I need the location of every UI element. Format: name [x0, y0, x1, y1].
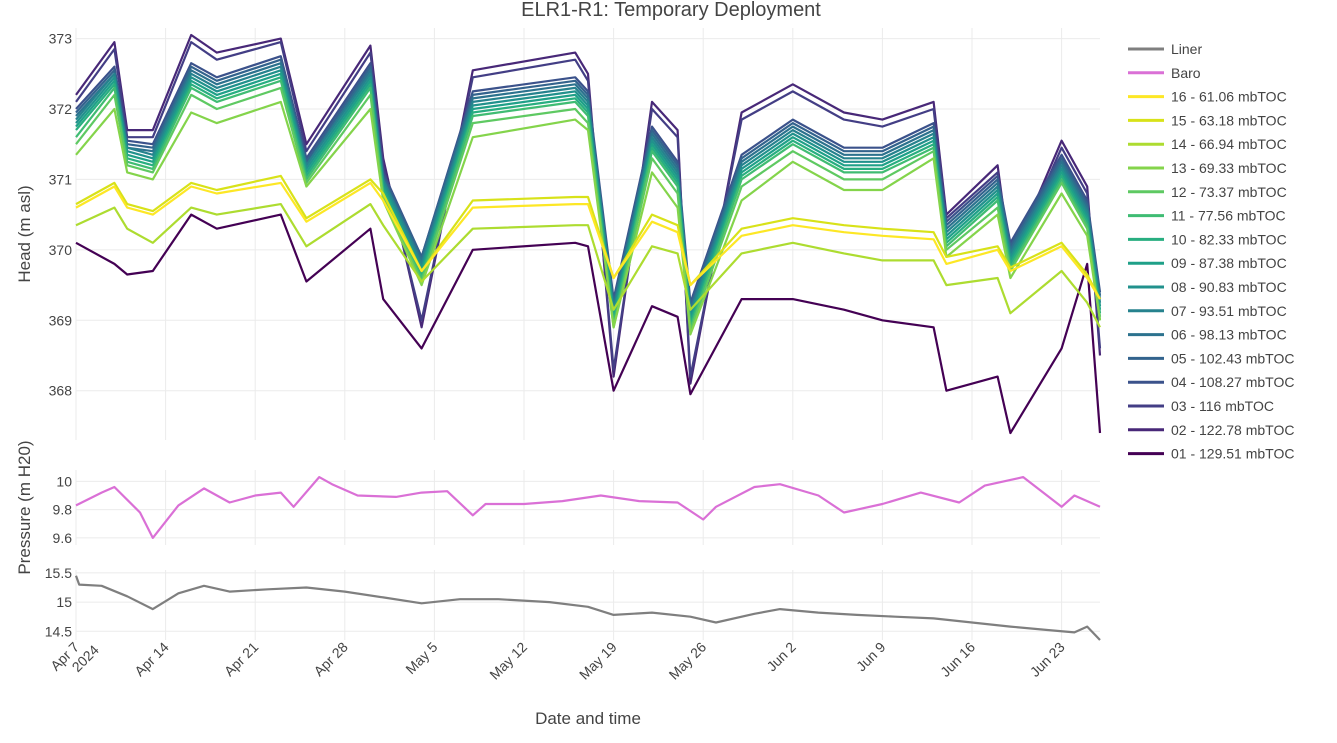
legend-item[interactable]: 11 - 77.56 mbTOC [1128, 208, 1286, 224]
y-tick-label: 373 [49, 31, 73, 47]
x-tick-label: Jun 2 [763, 639, 799, 675]
legend-label: 07 - 93.51 mbTOC [1171, 303, 1287, 319]
x-tick-label-group: May 5 [402, 639, 440, 677]
y-tick-label: 14.5 [45, 623, 72, 639]
legend-label: Liner [1171, 41, 1202, 57]
series-line-01 [75, 213, 1102, 435]
legend-label: 09 - 87.38 mbTOC [1171, 255, 1287, 271]
legend-label: 03 - 116 mbTOC [1171, 398, 1274, 414]
legend-label: 05 - 102.43 mbTOC [1171, 350, 1294, 366]
legend-label: 11 - 77.56 mbTOC [1171, 208, 1286, 224]
x-tick-label: May 12 [486, 639, 530, 683]
series-line-16 [75, 181, 1101, 300]
series-line-14 [75, 203, 1101, 328]
legend-item[interactable]: 07 - 93.51 mbTOC [1128, 303, 1287, 319]
y-tick-label: 372 [49, 101, 73, 117]
legend-item[interactable]: Baro [1128, 65, 1201, 81]
legend-item[interactable]: 03 - 116 mbTOC [1128, 398, 1274, 414]
y-tick-label: 10 [56, 473, 72, 489]
legend-item[interactable]: 16 - 61.06 mbTOC [1128, 89, 1287, 105]
x-tick-label-group: Jun 16 [937, 639, 978, 680]
series-line-baro [75, 476, 1101, 540]
legend-item[interactable]: 08 - 90.83 mbTOC [1128, 279, 1287, 295]
y-tick-label: 9.6 [53, 530, 73, 546]
y-tick-label: 369 [49, 312, 73, 328]
series-line-13 [75, 100, 1102, 336]
legend-item[interactable]: 13 - 69.33 mbTOC [1128, 160, 1287, 176]
y-tick-label: 368 [49, 383, 73, 399]
legend-label: 04 - 108.27 mbTOC [1171, 374, 1294, 390]
x-tick-label-group: Jun 23 [1027, 639, 1068, 680]
x-tick-label-group: Apr 28 [310, 639, 351, 680]
legend-label: Baro [1171, 65, 1201, 81]
x-tick-label-group: Apr 14 [131, 639, 172, 680]
legend-item[interactable]: 02 - 122.78 mbTOC [1128, 422, 1294, 438]
legend-label: 10 - 82.33 mbTOC [1171, 231, 1287, 247]
legend-label: 01 - 129.51 mbTOC [1171, 446, 1294, 462]
x-tick-label-group: Jun 2 [763, 639, 799, 675]
x-tick-label: Jun 9 [853, 639, 889, 675]
y-axis-label: Head (m asl) [15, 185, 34, 282]
series-line-02 [75, 33, 1102, 385]
legend-item[interactable]: 01 - 129.51 mbTOC [1128, 446, 1294, 462]
series-line-liner [74, 575, 1101, 641]
legend-item[interactable]: Liner [1128, 41, 1202, 57]
legend-label: 16 - 61.06 mbTOC [1171, 89, 1287, 105]
x-tick-label-group: Jun 9 [853, 639, 889, 675]
x-tick-label-group: May 12 [486, 639, 530, 683]
y-tick-label: 9.8 [53, 502, 73, 518]
series-line-03 [75, 40, 1102, 378]
y-tick-label: 370 [49, 242, 73, 258]
y-tick-label: 371 [49, 171, 73, 187]
legend-label: 14 - 66.94 mbTOC [1171, 136, 1287, 152]
legend-item[interactable]: 06 - 98.13 mbTOC [1128, 327, 1287, 343]
x-tick-label-group: May 19 [576, 639, 620, 683]
x-tick-label: Apr 14 [131, 639, 172, 680]
legend-label: 15 - 63.18 mbTOC [1171, 112, 1287, 128]
x-tick-label: Apr 28 [310, 639, 351, 680]
chart-title: ELR1-R1: Temporary Deployment [521, 0, 821, 21]
legend-item[interactable]: 04 - 108.27 mbTOC [1128, 374, 1294, 390]
grid-layer [75, 28, 1100, 640]
series-line-08 [75, 69, 1102, 318]
legend-item[interactable]: 10 - 82.33 mbTOC [1128, 231, 1287, 247]
x-tick-label: May 26 [666, 639, 710, 683]
x-tick-label-group: May 26 [666, 639, 710, 683]
y-axis-label: Pressure (m H20) [15, 440, 34, 574]
legend-item[interactable]: 05 - 102.43 mbTOC [1128, 350, 1294, 366]
series-layer [74, 33, 1102, 641]
legend-label: 02 - 122.78 mbTOC [1171, 422, 1294, 438]
legend-label: 08 - 90.83 mbTOC [1171, 279, 1287, 295]
y-tick-label: 15.5 [45, 565, 72, 581]
x-axis-label: Date and time [535, 709, 641, 728]
x-tick-label: Apr 21 [221, 639, 262, 680]
legend-item[interactable]: 12 - 73.37 mbTOC [1128, 184, 1287, 200]
x-tick-label: Jun 16 [937, 639, 978, 680]
x-tick-label: Jun 23 [1027, 639, 1068, 680]
legend-item[interactable]: 09 - 87.38 mbTOC [1128, 255, 1287, 271]
legend-item[interactable]: 15 - 63.18 mbTOC [1128, 112, 1287, 128]
legend-label: 12 - 73.37 mbTOC [1171, 184, 1287, 200]
legend-label: 13 - 69.33 mbTOC [1171, 160, 1287, 176]
legend[interactable]: Liner Baro 16 - 61.06 mbTOC 15 - 63.18 mbTO… [1128, 41, 1294, 462]
legend-item[interactable]: 14 - 66.94 mbTOC [1128, 136, 1287, 152]
x-tick-label: May 5 [402, 639, 440, 677]
legend-label: 06 - 98.13 mbTOC [1171, 327, 1287, 343]
y-tick-label: 15 [56, 594, 72, 610]
x-tick-label-group: Apr 21 [221, 639, 262, 680]
x-tick-label: May 19 [576, 639, 620, 683]
